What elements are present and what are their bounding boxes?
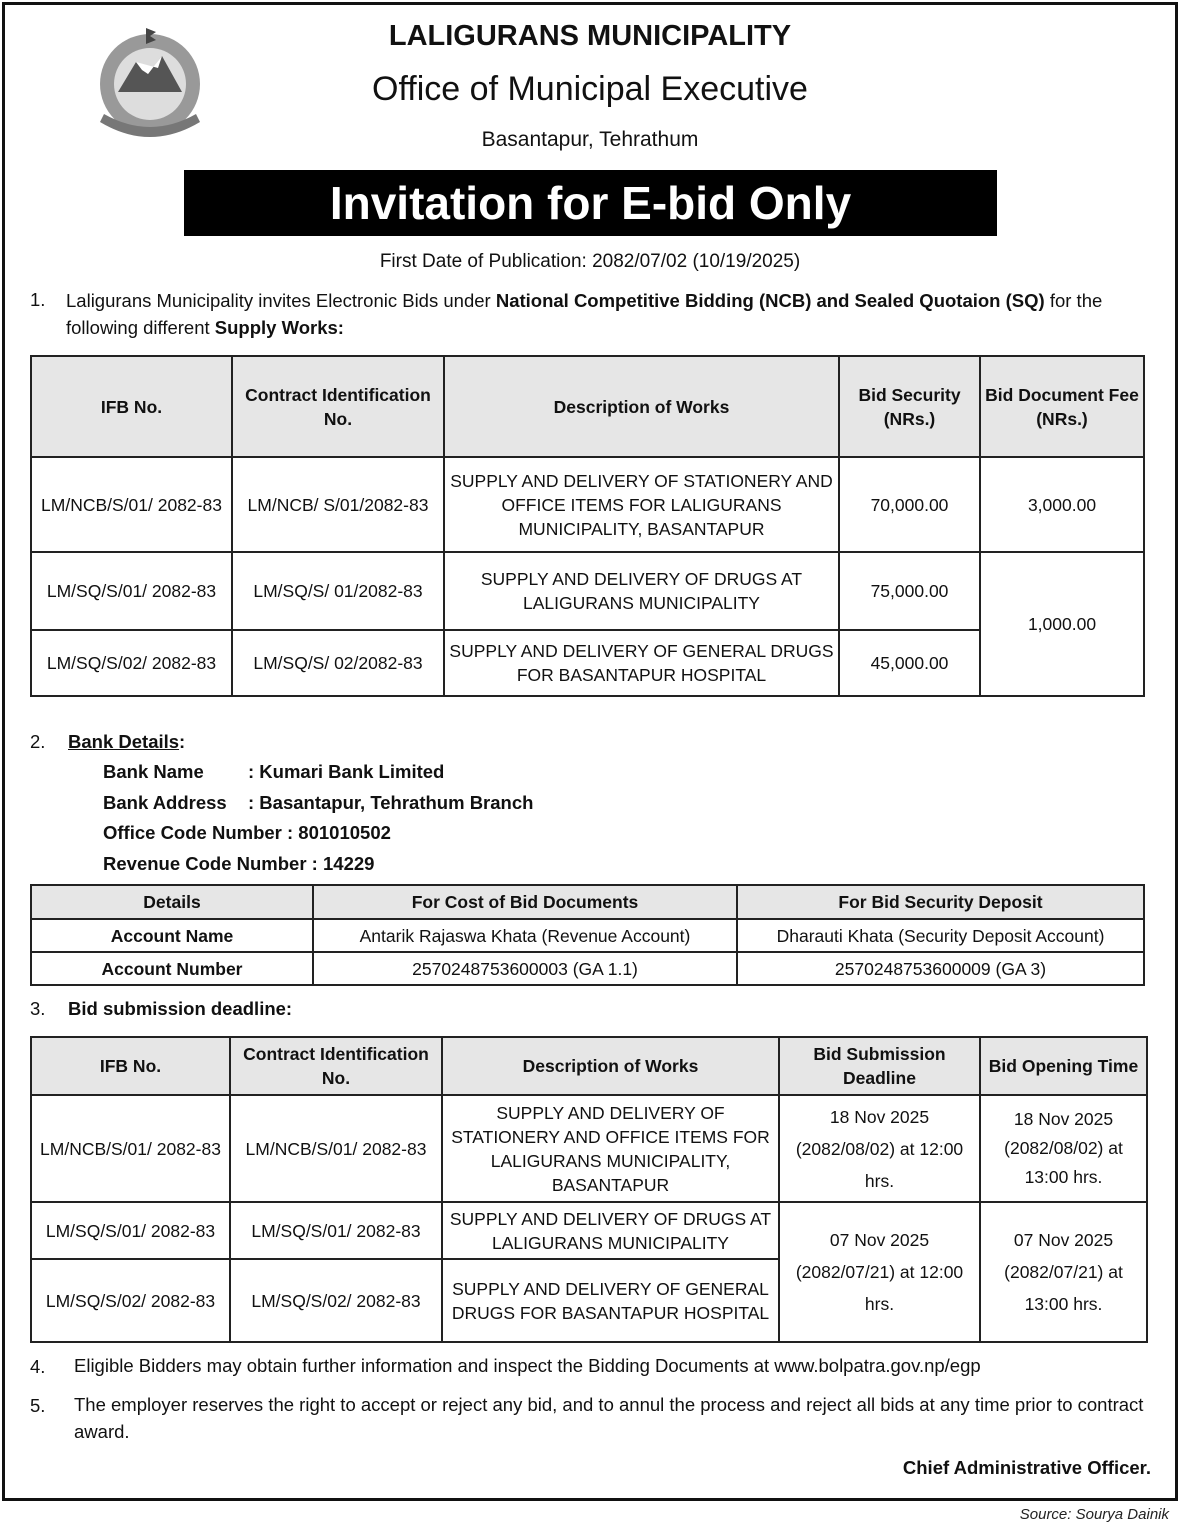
cell: SUPPLY AND DELIVERY OF DRUGS AT LALIGURA… (441, 1201, 780, 1260)
revenue-code: Revenue Code Number : 14229 (103, 853, 375, 874)
cell: LM/SQ/S/ 01/2082-83 (231, 551, 445, 631)
cell: LM/SQ/S/02/ 2082-83 (30, 629, 233, 697)
cell: LM/SQ/S/01/ 2082-83 (30, 1201, 231, 1260)
cell: LM/NCB/S/01/ 2082-83 (30, 1094, 231, 1203)
table-row: LM/SQ/S/02/ 2082-83 LM/SQ/S/02/ 2082-83 SU… (30, 1258, 1147, 1343)
cell: 2570248753600003 (GA 1.1) (312, 951, 738, 986)
office-code: Office Code Number : 801010502 (103, 822, 391, 843)
cell: Antarik Rajaswa Khata (Revenue Account) (312, 918, 738, 953)
table-row: Account Name Antarik Rajaswa Khata (Reven… (30, 918, 1145, 953)
cell: SUPPLY AND DELIVERY OF STATIONERY AND OF… (441, 1094, 780, 1203)
item-number: 3. (30, 998, 46, 1019)
bank-name: : Kumari Bank Limited (248, 761, 445, 782)
col-header: IFB No. (30, 1036, 231, 1096)
bank-address-label: Bank Address (103, 792, 227, 813)
col-header: Contract Identification No. (231, 355, 445, 458)
cell: 3,000.00 (979, 456, 1145, 553)
source-credit: Source: Sourya Dainik (1019, 1506, 1169, 1523)
notice-frame (2, 2, 1178, 1501)
cell: Account Name (30, 918, 314, 953)
table-row: LM/NCB/S/01/ 2082-83 LM/NCB/S/01/ 2082-83… (30, 1094, 1148, 1203)
col-header: Bid Submission Deadline (778, 1036, 981, 1096)
nepal-emblem-icon (100, 28, 200, 137)
cell: SUPPLY AND DELIVERY OF GENERAL DRUGS FOR… (443, 629, 840, 697)
bank-details-heading: Bank Details: (68, 731, 186, 752)
item-number: 5. (30, 1395, 46, 1416)
org-name: LALIGURANS MUNICIPALITY (388, 20, 792, 52)
publication-date: First Date of Publication: 2082/07/02 (1… (379, 251, 801, 272)
col-header: For Cost of Bid Documents (312, 884, 738, 920)
cell: LM/SQ/S/02/ 2082-83 (229, 1258, 443, 1343)
cell: 70,000.00 (838, 456, 981, 553)
cell: LM/SQ/S/01/ 2082-83 (229, 1201, 443, 1260)
cell: LM/SQ/S/02/ 2082-83 (30, 1258, 231, 1343)
table-row: LM/SQ/S/01/ 2082-83 LM/SQ/S/01/ 2082-83 SU… (30, 1201, 1148, 1343)
col-header: For Bid Security Deposit (736, 884, 1145, 920)
cell: LM/SQ/S/01/ 2082-83 (30, 551, 233, 631)
notice-title: Invitation for E-bid Only (184, 170, 997, 236)
cell: 45,000.00 (838, 629, 981, 697)
cell: LM/NCB/S/01/ 2082-83 (30, 456, 233, 553)
col-header: Contract Identification No. (229, 1036, 443, 1096)
bank-address: : Basantapur, Tehrathum Branch (248, 792, 534, 813)
bank-accounts-table: Details For Cost of Bid Documents For Bid … (30, 884, 1145, 986)
item-4-text: Eligible Bidders may obtain further info… (74, 1355, 981, 1376)
cell: Account Number (30, 951, 314, 986)
office-name: Office of Municipal Executive (372, 70, 808, 108)
office-location: Basantapur, Tehrathum (481, 128, 699, 151)
cell: 18 Nov 2025 (2082/08/02) at 13:00 hrs. (979, 1094, 1148, 1203)
cell: 2570248753600009 (GA 3) (736, 951, 1145, 986)
cell: LM/NCB/ S/01/2082-83 (231, 456, 445, 553)
cell: LM/SQ/S/ 02/2082-83 (231, 629, 445, 697)
col-header: Bid Security (NRs.) (838, 355, 981, 458)
item-5-text: The employer reserves the right to accep… (74, 1394, 1144, 1442)
table-row: LM/SQ/S/02/ 2082-83 LM/SQ/S/ 02/2082-83 SU… (30, 629, 1144, 697)
table-row: LM/NCB/S/01/ 2082-83 LM/NCB/ S/01/2082-83… (30, 456, 1145, 553)
cell: 18 Nov 2025 (2082/08/02) at 12:00 hrs. (778, 1094, 981, 1203)
bid-works-table: IFB No. Contract Identification No. Descri… (30, 355, 1145, 697)
cell: 07 Nov 2025 (2082/07/21) at 12:00 hrs. (778, 1201, 981, 1343)
cell: 1,000.00 (979, 551, 1145, 697)
col-header: Description of Works (443, 355, 840, 458)
col-header: Bid Document Fee (NRs.) (979, 355, 1145, 458)
item-number: 1. (30, 289, 46, 310)
deadline-heading: Bid submission deadline: (68, 998, 293, 1019)
cell: LM/NCB/S/01/ 2082-83 (229, 1094, 443, 1203)
item-number: 4. (30, 1356, 46, 1377)
cell: SUPPLY AND DELIVERY OF GENERAL DRUGS FOR… (441, 1258, 780, 1343)
col-header: Bid Opening Time (979, 1036, 1148, 1096)
col-header: Details (30, 884, 314, 920)
col-header: IFB No. (30, 355, 233, 458)
cell: 07 Nov 2025 (2082/07/21) at 13:00 hrs. (979, 1201, 1148, 1343)
table-row: LM/SQ/S/01/ 2082-83 LM/SQ/S/ 01/2082-83 SU… (30, 551, 1145, 697)
cell: Dharauti Khata (Security Deposit Account… (736, 918, 1145, 953)
signature: Chief Administrative Officer. (902, 1457, 1151, 1478)
item-number: 2. (30, 731, 46, 752)
cell: SUPPLY AND DELIVERY OF DRUGS AT LALIGURA… (443, 551, 840, 631)
cell: 75,000.00 (838, 551, 981, 631)
bank-name-label: Bank Name (103, 761, 204, 782)
table-row: Account Number 2570248753600003 (GA 1.1) 2… (30, 951, 1145, 986)
cell: SUPPLY AND DELIVERY OF STATIONERY AND OF… (443, 456, 840, 553)
col-header: Description of Works (441, 1036, 780, 1096)
item-1-text: Laligurans Municipality invites Electron… (66, 290, 1103, 338)
deadline-table: IFB No. Contract Identification No. Descri… (30, 1036, 1148, 1343)
